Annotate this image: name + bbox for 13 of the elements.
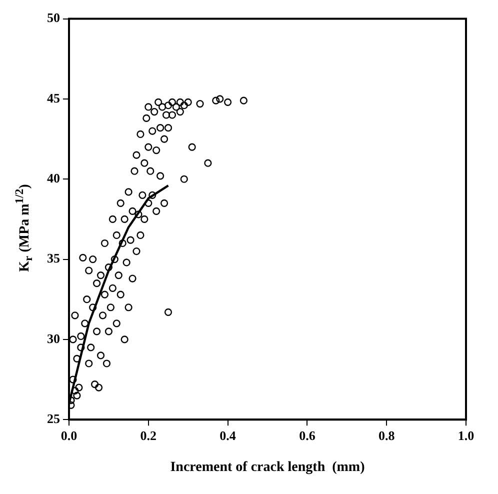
x-tick-label: 0.6 bbox=[299, 428, 316, 443]
y-tick-label: 30 bbox=[47, 330, 60, 346]
y-tick-label: 40 bbox=[47, 170, 60, 186]
y-tick-label: 50 bbox=[47, 10, 60, 26]
y-tick-label: 35 bbox=[47, 250, 60, 266]
x-axis-title: Increment of crack length (mm) bbox=[170, 460, 366, 476]
y-tick-label: 25 bbox=[47, 410, 60, 426]
x-tick-label: 1.0 bbox=[458, 428, 474, 443]
x-tick-label: 0.2 bbox=[140, 428, 157, 443]
x-tick-label: 0.8 bbox=[378, 428, 396, 443]
x-tick-label: 0.0 bbox=[60, 428, 78, 443]
x-tick-label: 0.4 bbox=[220, 428, 236, 443]
y-tick-label: 45 bbox=[47, 90, 60, 106]
